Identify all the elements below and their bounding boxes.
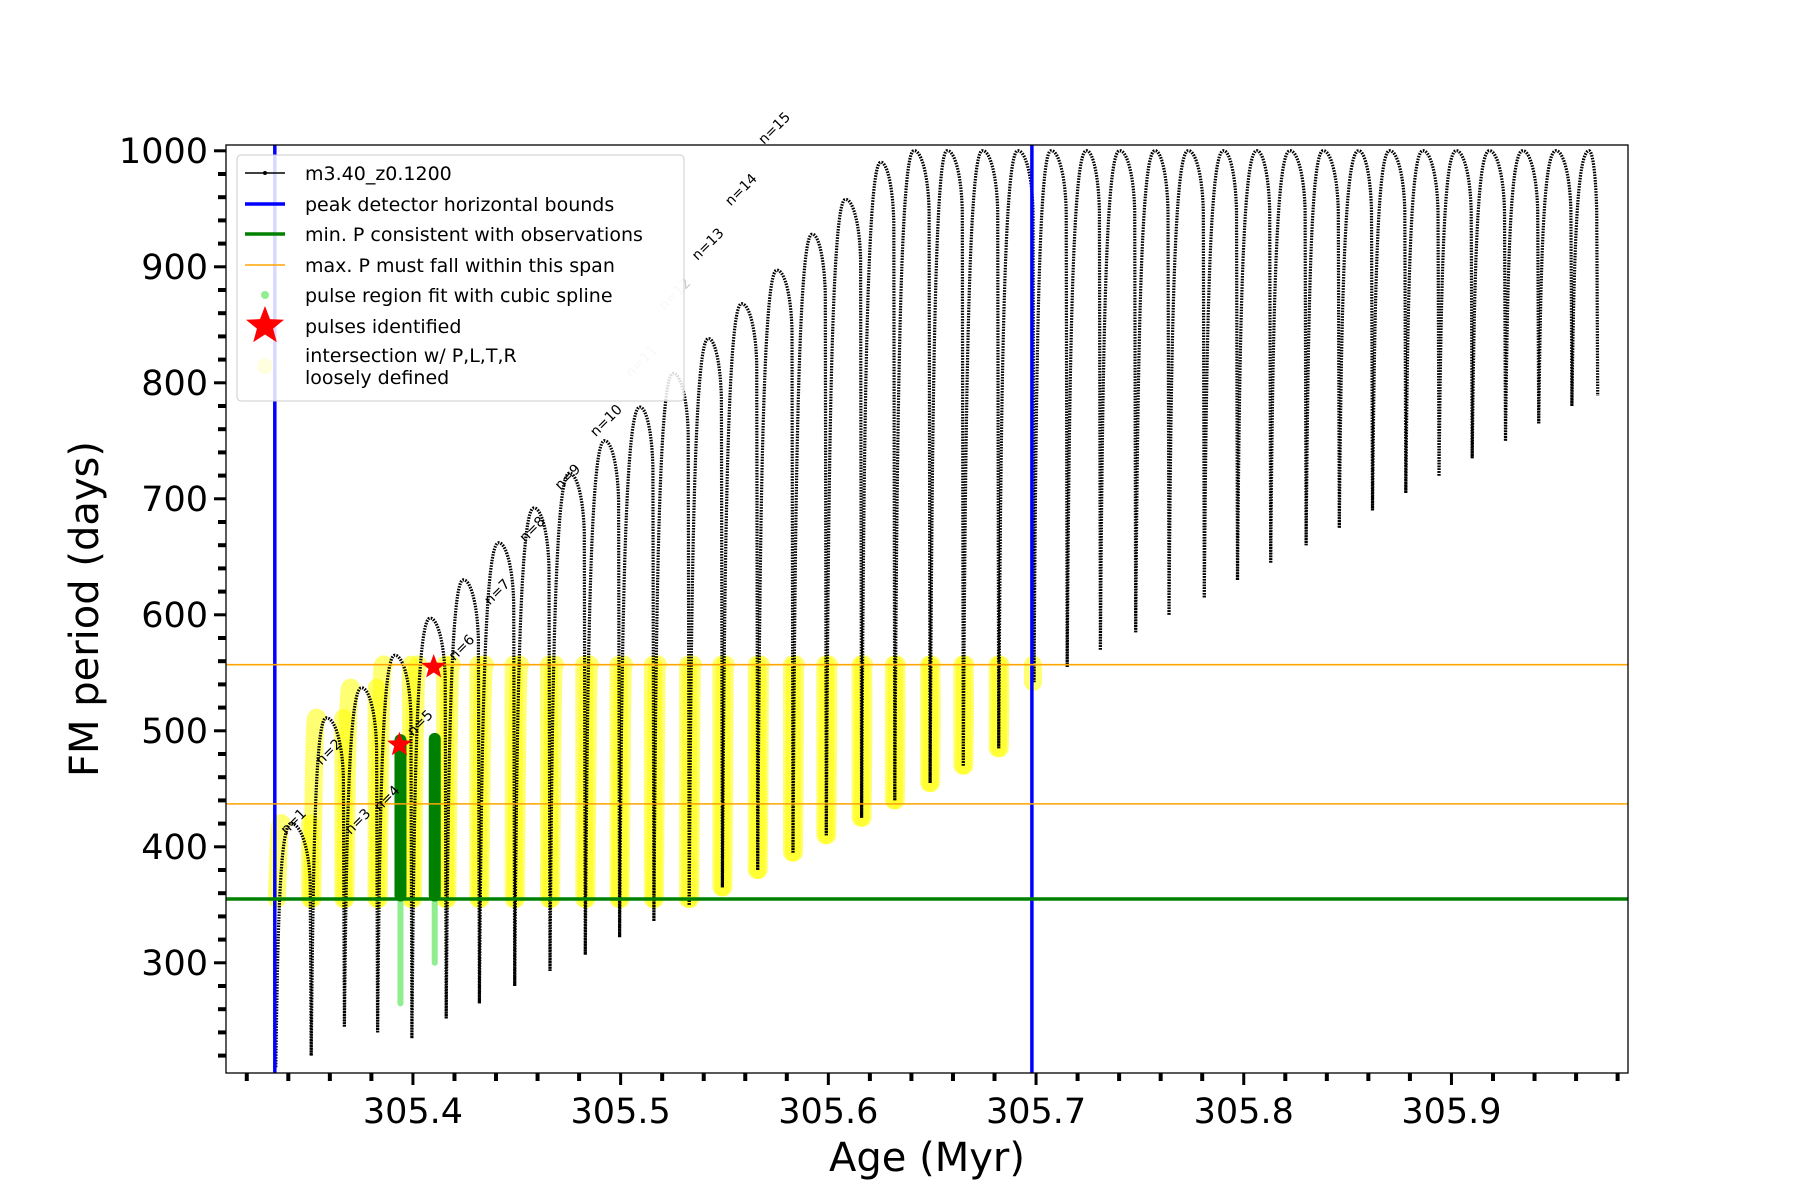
pulses-identified-markers: [387, 654, 447, 756]
pulse-cycle-curve: [1537, 149, 1574, 424]
x-axis-title: Age (Myr): [829, 1135, 1025, 1181]
legend-label: max. P must fall within this span: [305, 255, 615, 277]
legend-label: min. P consistent with observations: [305, 224, 643, 246]
legend-label: peak detector horizontal bounds: [305, 194, 614, 216]
legend-label-line: intersection w/ P,L,T,R: [305, 345, 517, 367]
pulse-cycle-curve: [548, 471, 587, 971]
legend-label-line: loosely defined: [305, 367, 449, 389]
pulse-cycle-curve: [274, 821, 313, 1068]
pulse-cycle-curve: [309, 716, 346, 1056]
x-tick-label: 305.9: [1401, 1092, 1501, 1132]
y-tick-label: 500: [141, 712, 208, 752]
pulse-cycle-curve: [342, 686, 380, 1033]
x-tick-label: 305.6: [778, 1092, 878, 1132]
pulse-label: n=8: [517, 514, 549, 546]
pulse-cycle-curve: [1570, 149, 1600, 407]
x-tick-label: 305.8: [1194, 1092, 1294, 1132]
legend-handle: [261, 291, 269, 299]
intersection-band: [268, 814, 291, 908]
pulse-label: n=15: [755, 109, 793, 147]
pulse-cycle-curve: [1370, 149, 1408, 511]
pulse-cycle-curve: [1503, 149, 1541, 441]
spline-fit-markers: [394, 732, 441, 1007]
pulse-cycle-curve: [720, 302, 760, 888]
pulse-cycle-curve: [824, 197, 864, 836]
pulse-cycle-curve: [444, 578, 481, 1019]
series-period-curve: [274, 149, 1600, 1068]
y-tick-label: 400: [141, 828, 208, 868]
legend-label: pulse region fit with cubic spline: [305, 285, 613, 307]
pulse-cycle-curve: [376, 653, 414, 1039]
legend-label: intersection w/ P,L,T,R loosely defined: [305, 345, 517, 389]
pulse-cycle-curve: [791, 232, 828, 853]
pulse-cycle-curve: [1098, 149, 1138, 650]
pulse-cycle-curve: [860, 160, 897, 818]
pulse-cycle-curve: [410, 616, 448, 1039]
pulse-cycle-curve: [961, 149, 1001, 766]
y-tick-label: 900: [141, 248, 208, 288]
legend-handle: [263, 171, 267, 175]
pulse-cycle-curve: [1235, 149, 1273, 581]
legend-label-line: pulse region fit with cubic spline: [305, 285, 613, 307]
pulse-label: n=10: [587, 402, 625, 440]
legend-handle: [257, 358, 273, 374]
legend-label-line: m3.40_z0.1200: [305, 163, 452, 185]
pulse-identified-star: [421, 654, 447, 678]
legend-label-line: pulses identified: [305, 316, 461, 338]
pulse-cycle-curve: [1065, 149, 1102, 668]
x-tick-label: 305.5: [571, 1092, 671, 1132]
pulse-cycle-curve: [928, 149, 965, 784]
y-tick-label: 700: [141, 480, 208, 520]
y-tick-label: 300: [141, 944, 208, 984]
pulse-cycle-curve: [1337, 149, 1375, 528]
plot-frame: [225, 144, 1629, 1074]
y-tick-label: 800: [141, 364, 208, 404]
y-tick-label: 1000: [119, 132, 208, 172]
pulse-cycle-curve: [477, 541, 517, 1004]
x-tick-label: 305.4: [363, 1092, 463, 1132]
pulse-cycle-curve: [1304, 149, 1341, 546]
pulse-cycle-curve: [997, 149, 1036, 749]
pulse-label: n=14: [722, 171, 761, 210]
pulse-cycle-curve: [1404, 149, 1441, 494]
legend-handle: [246, 306, 284, 343]
pulse-cycle-curve: [1437, 149, 1474, 476]
pulse-cycle-curve: [583, 439, 622, 955]
pulse-cycle-curve: [1167, 149, 1206, 615]
x-tick-label: 305.7: [986, 1092, 1086, 1132]
axes: 305.4 305.5 305.6 305.7 305.8 305.9 300 400 500 6…: [119, 132, 1620, 1132]
pulse-cycle-curve: [1134, 149, 1171, 633]
legend-label: pulses identified: [305, 316, 461, 338]
pulse-cycle-curve: [687, 337, 724, 905]
legend-label-line: peak detector horizontal bounds: [305, 194, 614, 216]
y-axis-title: FM period (days): [62, 441, 108, 777]
intersection-band: [336, 678, 360, 908]
pulse-cycle-curve: [1269, 149, 1308, 563]
legend-label: m3.40_z0.1200: [305, 163, 452, 185]
y-tick-label: 600: [141, 596, 208, 636]
pulse-cycle-curve: [1470, 149, 1508, 459]
pulse-label: n=7: [481, 576, 513, 608]
legend-box: [236, 154, 685, 402]
pulse-cycle-curve: [893, 149, 932, 801]
pulse-cycle-curve: [1202, 149, 1240, 598]
legend-label-line: min. P consistent with observations: [305, 224, 643, 246]
pulse-cycle-curve: [1032, 149, 1069, 683]
legend-label-line: max. P must fall within this span: [305, 255, 615, 277]
pulse-label: n=13: [689, 225, 727, 263]
pulse-identified-star: [387, 731, 412, 756]
pulse-cycle-curve: [756, 268, 795, 871]
